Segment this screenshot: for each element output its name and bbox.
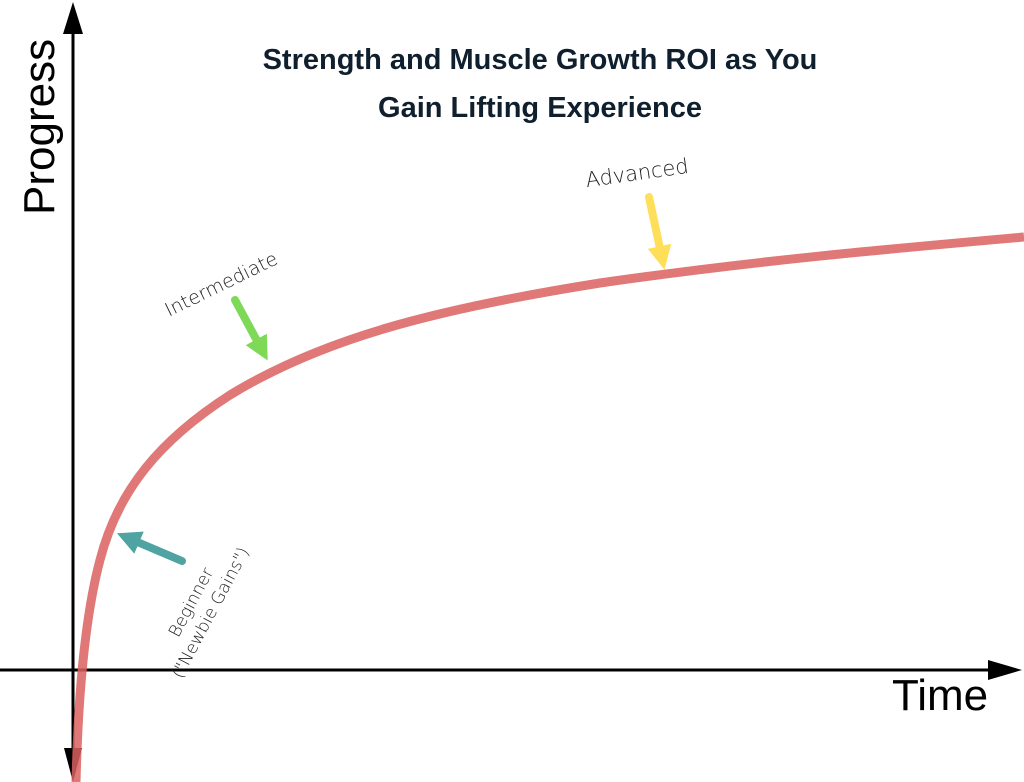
x-axis-label: Time <box>892 671 988 720</box>
advanced-label: Advanced <box>584 154 690 192</box>
beginner-arrow-icon <box>116 531 186 565</box>
y-axis-label: Progress <box>15 39 64 215</box>
intermediate-arrow-icon <box>231 296 268 361</box>
title-line-1: Strength and Muscle Growth ROI as You <box>262 44 818 76</box>
y-axis-arrow-up-icon <box>63 2 83 34</box>
intermediate-label: Intermediate <box>161 248 281 322</box>
progress-curve <box>71 232 1024 782</box>
advanced-arrow-icon <box>645 193 672 270</box>
x-axis-arrow-icon <box>988 660 1022 680</box>
title-line-2: Gain Lifting Experience <box>378 92 702 124</box>
chart-title: Strength and Muscle Growth ROI as You Ga… <box>200 36 880 132</box>
